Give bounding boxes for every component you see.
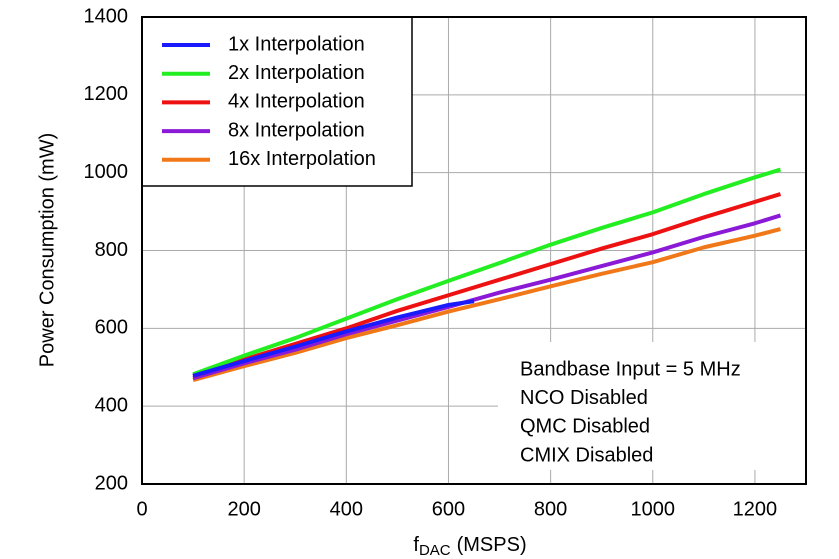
annotation-box: [498, 342, 805, 470]
x-tick-label: 800: [534, 498, 567, 520]
x-label-main: f: [413, 534, 419, 556]
annotation: Bandbase Input = 5 MHz: [520, 358, 741, 380]
x-tick-label: 1200: [733, 498, 778, 520]
plot-frame: [141, 16, 807, 485]
x-label-unit: (MSPS): [457, 534, 527, 556]
x-tick-label: 400: [330, 498, 363, 520]
legend-label: 1x Interpolation: [228, 33, 365, 55]
series-line: [192, 192, 782, 379]
y-axis-label: Power Consumption (mW): [36, 133, 58, 368]
y-tick-label: 200: [95, 472, 128, 494]
legend-label: 16x Interpolation: [228, 148, 376, 170]
legend-label: 4x Interpolation: [228, 91, 365, 113]
series-line: [192, 299, 475, 378]
x-tick-label: 600: [432, 498, 465, 520]
y-tick-label: 400: [95, 394, 128, 416]
x-tick-label: 200: [227, 498, 260, 520]
y-tick-label: 800: [95, 239, 128, 261]
y-tick-label: 1400: [84, 5, 129, 27]
y-tick-label: 1200: [84, 83, 129, 105]
series-line: [192, 167, 782, 377]
x-label-sub: DAC: [419, 542, 451, 559]
series-line: [192, 213, 782, 381]
annotation: NCO Disabled: [520, 387, 648, 409]
x-axis-label: fDAC (MSPS): [413, 534, 526, 559]
x-tick-label: 1000: [631, 498, 676, 520]
annotation: QMC Disabled: [520, 416, 650, 438]
x-tick-label: 0: [136, 498, 147, 520]
y-tick-label: 1000: [84, 161, 129, 183]
legend-label: 2x Interpolation: [228, 62, 365, 84]
series-line: [192, 227, 781, 383]
legend-label: 8x Interpolation: [228, 119, 365, 141]
y-tick-label: 600: [95, 317, 128, 339]
annotation: CMIX Disabled: [520, 444, 653, 466]
